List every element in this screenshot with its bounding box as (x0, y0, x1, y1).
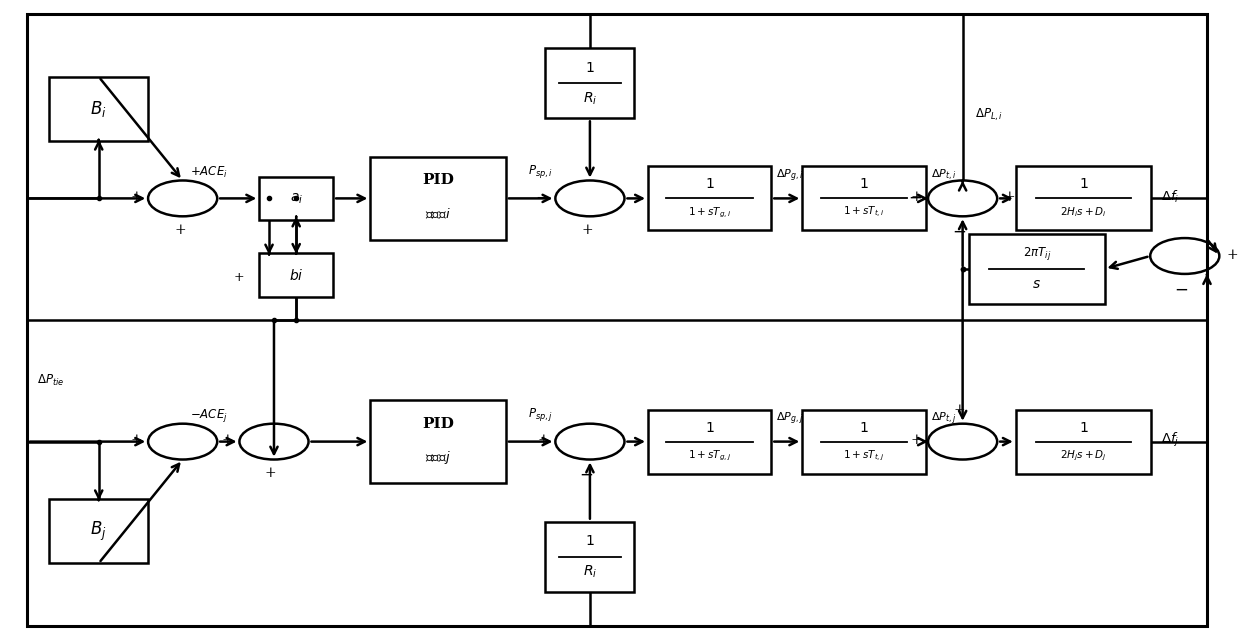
Text: $2H_js+D_j$: $2H_js+D_j$ (1060, 449, 1107, 463)
FancyBboxPatch shape (546, 522, 635, 592)
FancyBboxPatch shape (802, 166, 925, 230)
Text: $R_i$: $R_i$ (583, 564, 598, 580)
Text: $-ACE_j$: $-ACE_j$ (190, 408, 228, 424)
Text: $B_j$: $B_j$ (91, 520, 107, 543)
Text: $a_i$: $a_i$ (290, 191, 303, 205)
Text: $\Delta P_{L,i}$: $\Delta P_{L,i}$ (975, 107, 1003, 124)
Text: $\Delta P_{g,j}$: $\Delta P_{g,j}$ (776, 410, 804, 427)
Text: $1$: $1$ (1079, 420, 1089, 435)
FancyBboxPatch shape (259, 177, 334, 220)
Text: +: + (538, 433, 549, 447)
Text: $R_i$: $R_i$ (583, 90, 598, 107)
Text: $1+sT_{t,j}$: $1+sT_{t,j}$ (843, 449, 884, 463)
Text: +: + (1226, 248, 1239, 262)
Text: +: + (130, 190, 141, 204)
FancyBboxPatch shape (259, 253, 334, 297)
Text: +: + (175, 223, 186, 237)
FancyBboxPatch shape (371, 157, 506, 240)
FancyBboxPatch shape (1016, 166, 1152, 230)
Text: $1+sT_{t,i}$: $1+sT_{t,i}$ (843, 205, 884, 220)
Text: $1$: $1$ (585, 534, 595, 548)
FancyBboxPatch shape (649, 410, 771, 474)
FancyBboxPatch shape (1016, 410, 1152, 474)
Text: 控制器$j$: 控制器$j$ (425, 449, 451, 466)
FancyBboxPatch shape (649, 166, 771, 230)
Text: $-$: $-$ (579, 466, 593, 483)
Text: $2\pi T_{ij}$: $2\pi T_{ij}$ (1023, 245, 1050, 262)
Text: $1$: $1$ (859, 420, 869, 435)
Text: $\Delta P_{t,j}$: $\Delta P_{t,j}$ (930, 410, 956, 427)
Text: +: + (233, 271, 244, 284)
Text: $P_{sp,i}$: $P_{sp,i}$ (528, 163, 553, 180)
Text: +: + (222, 433, 233, 447)
Text: +: + (910, 433, 921, 447)
FancyBboxPatch shape (371, 400, 506, 483)
Text: $-$: $-$ (534, 189, 549, 205)
Text: +: + (264, 466, 277, 480)
FancyBboxPatch shape (50, 499, 148, 563)
FancyBboxPatch shape (802, 410, 925, 474)
Text: PID: PID (422, 417, 454, 431)
FancyBboxPatch shape (27, 14, 1207, 626)
Text: $1+sT_{g,i}$: $1+sT_{g,i}$ (688, 205, 732, 220)
Text: $P_{sp,j}$: $P_{sp,j}$ (528, 406, 553, 423)
Text: $B_i$: $B_i$ (91, 99, 107, 119)
Text: $-$: $-$ (1174, 280, 1188, 298)
Text: $-$: $-$ (908, 189, 921, 205)
Text: +: + (582, 223, 593, 237)
Text: +: + (1003, 190, 1016, 204)
FancyBboxPatch shape (50, 77, 148, 141)
Text: $\Delta P_{t,i}$: $\Delta P_{t,i}$ (930, 168, 956, 183)
Text: $1$: $1$ (1079, 177, 1089, 191)
Text: $bi$: $bi$ (289, 268, 304, 283)
Text: +: + (954, 403, 965, 417)
Text: $+ACE_i$: $+ACE_i$ (190, 165, 228, 180)
FancyBboxPatch shape (968, 234, 1105, 304)
Text: +: + (910, 190, 921, 204)
Text: $1+sT_{g,j}$: $1+sT_{g,j}$ (688, 449, 732, 463)
Text: PID: PID (422, 173, 454, 188)
Text: $1$: $1$ (704, 177, 714, 191)
Text: $-$: $-$ (952, 223, 966, 240)
Text: $2H_is+D_i$: $2H_is+D_i$ (1060, 205, 1107, 220)
Text: $\Delta P_{tie}$: $\Delta P_{tie}$ (37, 373, 64, 388)
FancyBboxPatch shape (546, 48, 635, 118)
Text: 控制器$i$: 控制器$i$ (425, 207, 451, 221)
Text: $\Delta f_i$: $\Delta f_i$ (1162, 189, 1179, 205)
Text: $1$: $1$ (585, 61, 595, 75)
Text: $\Delta P_{g,i}$: $\Delta P_{g,i}$ (776, 167, 804, 184)
Text: $s$: $s$ (1032, 277, 1042, 291)
Text: $1$: $1$ (704, 420, 714, 435)
Text: +: + (130, 433, 141, 447)
Text: $\Delta f_j$: $\Delta f_j$ (1162, 431, 1179, 449)
Text: $1$: $1$ (859, 177, 869, 191)
